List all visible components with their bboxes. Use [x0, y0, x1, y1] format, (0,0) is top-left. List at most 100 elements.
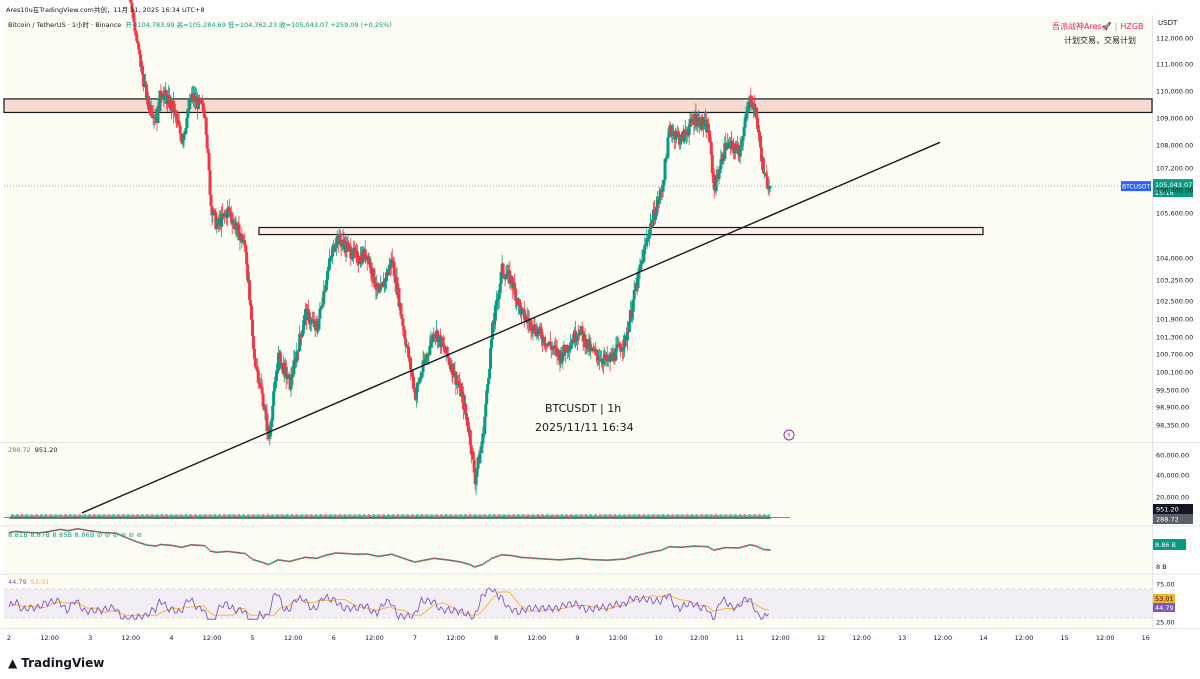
volume-bar [181, 515, 185, 519]
candle-body [330, 256, 334, 258]
volume-ma-tag [1153, 514, 1193, 524]
volume-bar [391, 514, 395, 519]
indicator2-mark [286, 560, 289, 562]
volume-bar [740, 515, 744, 519]
volume-bar [543, 515, 546, 519]
candle-body [429, 339, 433, 347]
candle-body [378, 290, 382, 293]
time-axis-tick: 16 [1142, 634, 1150, 642]
indicator2-mark [319, 556, 322, 558]
candle-body [188, 99, 192, 110]
indicator2-mark [209, 550, 212, 552]
candle-body [675, 132, 679, 138]
volume-bar [109, 515, 112, 519]
volume-bar [432, 515, 435, 519]
indicator2-mark [483, 562, 486, 565]
volume-value: 951.20 [34, 446, 58, 454]
indicator2-mark [437, 557, 440, 560]
volume-bar [685, 514, 689, 519]
candle-body [510, 275, 514, 284]
volume-bar [27, 515, 30, 519]
volume-bar [454, 514, 457, 519]
volume-bar [73, 514, 77, 519]
indicator2-mark [224, 550, 227, 553]
volume-bar [56, 515, 59, 519]
indicator2-mark [506, 554, 509, 557]
indicator2-mark [14, 530, 17, 533]
indicator2-mark [39, 531, 42, 534]
tradingview-logo[interactable]: ▲ TradingView [8, 656, 105, 670]
volume-bar [579, 514, 583, 519]
indicator2-mark [101, 531, 104, 534]
candle-body [504, 275, 508, 280]
indicator2-mark [683, 546, 686, 548]
indicator2-mark [714, 548, 717, 551]
indicator2-mark [384, 554, 387, 556]
candle-body [502, 274, 506, 277]
candle-body [205, 134, 209, 149]
indicator2-mark [614, 558, 617, 561]
symbol-name[interactable]: Bitcoin / TetherUS · 1小时 · Binance [8, 21, 122, 29]
candle-body [137, 43, 141, 50]
candle-body [595, 349, 599, 355]
volume-bar [335, 515, 339, 519]
indicator2-mark [167, 544, 170, 546]
indicator2-mark [330, 553, 333, 555]
indicator2-mark [492, 556, 495, 559]
volume-bar [490, 515, 493, 519]
candle-body [409, 357, 413, 370]
candle-body [442, 345, 446, 351]
indicator2-mark [598, 559, 601, 561]
indicator2-mark [730, 546, 733, 549]
indicator2-mark [649, 551, 652, 554]
volume-bar [169, 514, 173, 519]
volume-bar [401, 514, 404, 519]
candle-body [469, 445, 473, 455]
indicator2-mark [323, 555, 326, 557]
indicator2-mark [751, 544, 754, 547]
candle-body [669, 125, 673, 132]
candle-body [269, 426, 273, 431]
candle-body [175, 119, 179, 121]
volume-bar [726, 515, 729, 519]
candle-body [514, 288, 518, 301]
volume-bar [629, 515, 633, 519]
indicator2-mark [421, 559, 424, 562]
candle-body [392, 262, 396, 277]
indicator2-mark [716, 548, 719, 551]
volume-bar [350, 515, 353, 519]
indicator2-mark [423, 559, 426, 561]
author-name: 吾派战神Ares [1052, 22, 1102, 31]
indicator2-mark [438, 558, 441, 560]
candle-body [234, 227, 238, 230]
candle-body [451, 363, 455, 377]
candle-body [338, 233, 342, 242]
candle-body [495, 300, 499, 302]
candle-body [687, 126, 691, 135]
volume-bar [768, 517, 772, 519]
volume-pane-bg [4, 443, 1152, 525]
candle-body [423, 359, 427, 364]
candle-body [724, 143, 728, 150]
volume-bar [247, 514, 250, 519]
indicator2-mark [533, 557, 536, 560]
volume-bar [123, 515, 127, 519]
time-axis-tick: 12:00 [203, 634, 222, 642]
indicator2-mark [568, 558, 571, 560]
indicator2-mark [80, 528, 83, 531]
indicator2-mark [651, 551, 654, 553]
candle-body [647, 236, 651, 239]
indicator2-mark [188, 544, 191, 547]
volume-bar [15, 514, 19, 519]
indicator2-mark [662, 548, 665, 551]
volume-bar [762, 514, 766, 519]
candle-body [317, 318, 321, 330]
volume-bar [637, 514, 641, 519]
candle-body [665, 157, 669, 159]
candle-body [732, 143, 735, 150]
candle-body [183, 131, 187, 134]
candle-body [256, 370, 260, 383]
indicator2-mark [61, 528, 64, 531]
candle-body [314, 321, 318, 325]
